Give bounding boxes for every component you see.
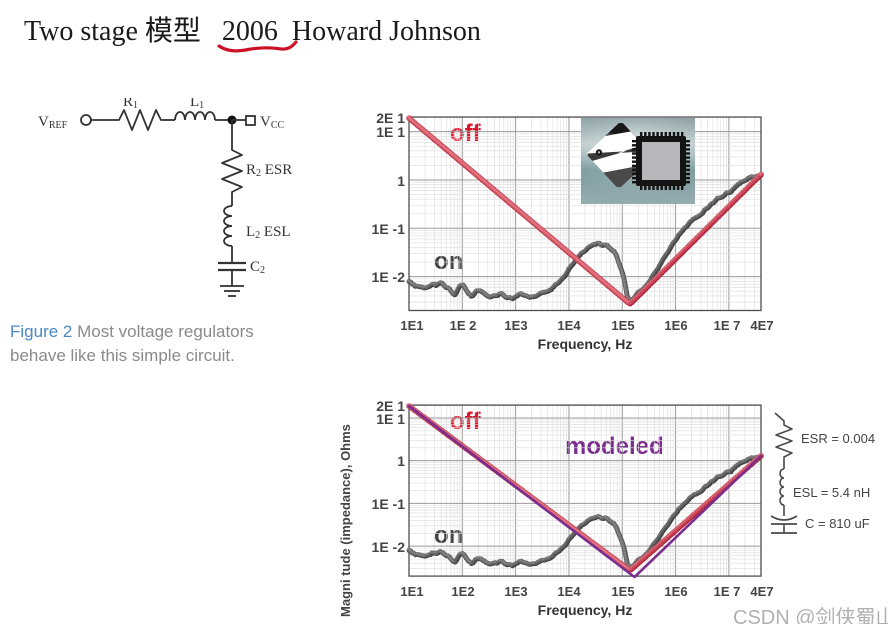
svg-text:C = 810 uF: C = 810 uF bbox=[805, 516, 870, 531]
svg-text:ESR = 0.004: ESR = 0.004 bbox=[801, 431, 875, 446]
svg-text:ESL = 5.4 nH: ESL = 5.4 nH bbox=[793, 485, 870, 500]
